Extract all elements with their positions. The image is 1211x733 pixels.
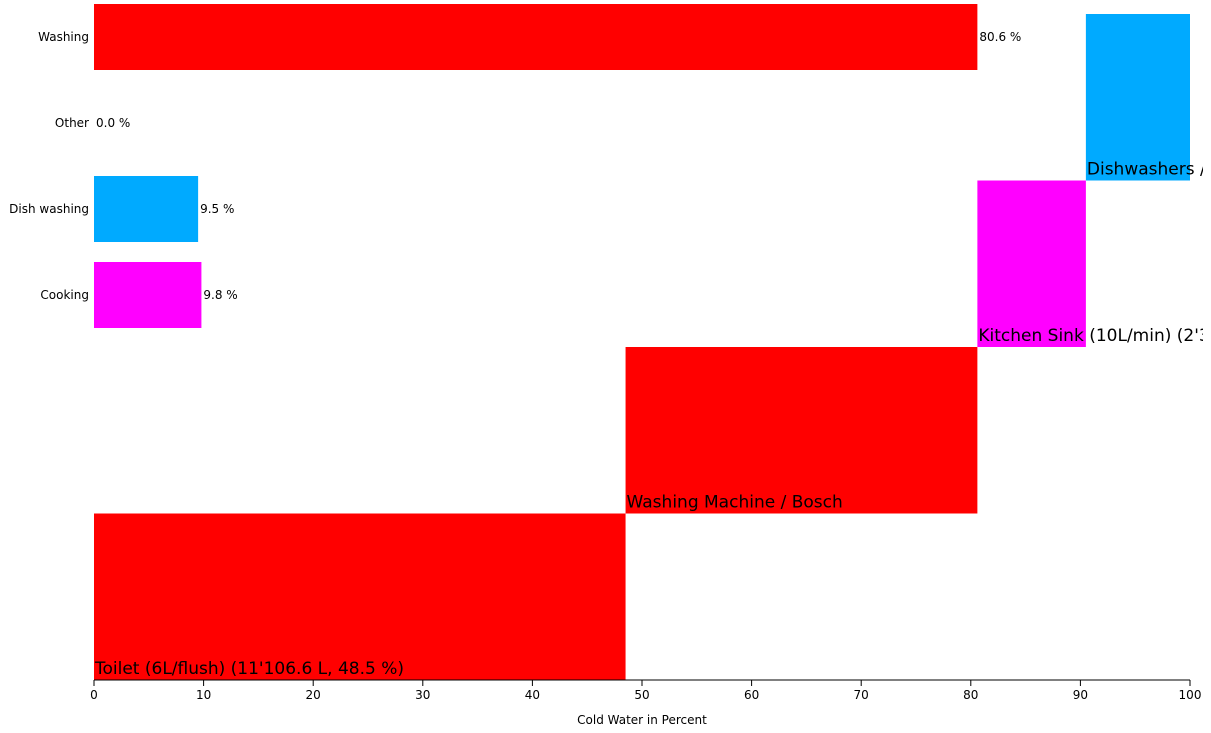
bar-value-label: 9.5 %	[200, 202, 234, 216]
category-label: Washing	[38, 30, 89, 44]
x-axis-title: Cold Water in Percent	[577, 713, 707, 727]
x-tick-label: 50	[634, 688, 649, 702]
x-tick-label: 60	[744, 688, 759, 702]
cascade-segment-label: Kitchen Sink (10L/min) (2'311.4 L, 9.8 %…	[978, 326, 1211, 346]
summary-bar	[94, 4, 978, 70]
cascade-segment-label: Dishwashers / Bosch SGI 58M02 EU (2'247.…	[1087, 160, 1211, 180]
x-tick-label: 0	[90, 688, 98, 702]
cascade-segment-label: Toilet (6L/flush) (11'106.6 L, 48.5 %)	[94, 659, 404, 679]
x-tick-label: 90	[1073, 688, 1088, 702]
x-tick-label: 30	[415, 688, 430, 702]
x-tick-label: 10	[196, 688, 211, 702]
cascade-segment	[625, 347, 978, 514]
bar-value-label: 80.6 %	[979, 30, 1021, 44]
summary-bar	[94, 262, 202, 328]
cascade-segment-label: Washing Machine / Bosch	[627, 493, 843, 513]
summary-bar-layer: Washing 80.6 % Other 0.0 % Dish washing 9.5 %…	[9, 4, 1021, 328]
summary-bar	[94, 176, 199, 242]
cascade-layer	[94, 14, 1190, 680]
cascade-segment	[94, 513, 626, 680]
cascade-label-layer: Toilet (6L/flush) (11'106.6 L, 48.5 %) Wa…	[94, 160, 1211, 680]
category-label: Cooking	[40, 288, 89, 302]
bar-value-label: 0.0 %	[96, 116, 130, 130]
x-tick-label: 40	[525, 688, 540, 702]
x-tick-label: 100	[1179, 688, 1202, 702]
bar-value-label: 9.8 %	[203, 288, 237, 302]
x-tick-label: 70	[854, 688, 869, 702]
category-label: Other	[55, 116, 89, 130]
x-axis: 0 10 20 30 40 50 60 70 80 90 100	[90, 679, 1202, 702]
cascade-segment	[977, 180, 1086, 347]
x-tick-label: 80	[963, 688, 978, 702]
x-tick-label: 20	[306, 688, 321, 702]
cascade-segment	[1085, 14, 1190, 181]
category-label: Dish washing	[9, 202, 89, 216]
